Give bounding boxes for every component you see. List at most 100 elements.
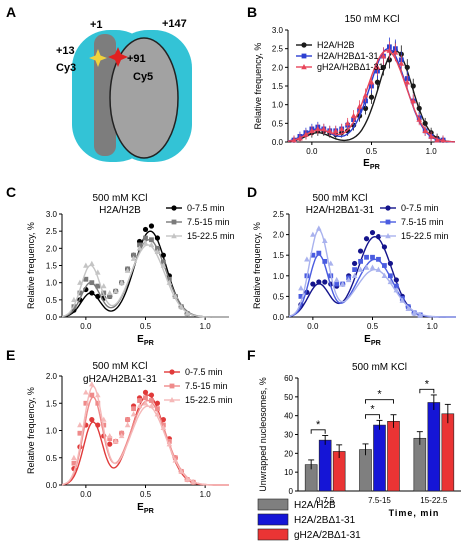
bar <box>441 413 455 492</box>
legend-marker <box>301 42 307 48</box>
y-tick-label: 0 <box>289 487 294 496</box>
nucleosome-schematic: +1 +147 +13 Cy3 +91 Cy5 <box>56 18 192 162</box>
x-tick-label: 7.5-15 <box>368 496 391 505</box>
x-tick-label: 1.0 <box>200 322 212 331</box>
data-point <box>95 422 101 428</box>
data-point <box>112 288 119 294</box>
data-point <box>142 240 149 246</box>
data-point <box>416 105 422 111</box>
y-tick-label: 3.0 <box>46 210 58 219</box>
data-point <box>166 441 173 447</box>
data-point <box>89 417 95 423</box>
x-tick-label: 0.5 <box>140 322 152 331</box>
y-tick-label: 50 <box>284 393 293 402</box>
x-tick-label: 1.0 <box>426 147 438 156</box>
data-point <box>374 79 381 85</box>
y-tick-label: 1.0 <box>273 272 285 281</box>
legend-marker <box>301 64 307 70</box>
data-point <box>136 402 143 409</box>
legend-marker <box>385 219 391 225</box>
data-point <box>405 305 412 311</box>
fit-curve <box>288 235 456 318</box>
bar <box>427 402 441 492</box>
data-point <box>94 269 101 275</box>
data-point <box>398 60 405 66</box>
legend-marker <box>171 205 177 211</box>
chart-title: 500 mM KCl <box>312 193 367 204</box>
data-point <box>357 266 364 272</box>
data-point <box>368 94 375 100</box>
data-point <box>369 229 376 236</box>
data-point <box>149 237 154 243</box>
y-tick-label: 30 <box>284 431 293 440</box>
data-point <box>393 277 399 283</box>
significance-bracket <box>310 429 326 434</box>
data-point <box>160 424 167 430</box>
data-point <box>297 135 303 141</box>
y-tick-label: 1.5 <box>46 262 58 271</box>
data-point <box>417 311 424 318</box>
panel-label-c: C <box>6 184 16 200</box>
data-point <box>136 245 143 251</box>
y-tick-label: 2.5 <box>272 45 284 54</box>
y-tick-label: 40 <box>284 412 293 421</box>
data-point <box>107 441 113 447</box>
significance-marker: * <box>425 378 430 390</box>
x-tick-label: 0.0 <box>306 147 318 156</box>
legend-entry: H2A/H2BΔ1-31 <box>317 51 379 61</box>
label-plus91: +91 <box>127 53 146 65</box>
data-point <box>166 279 173 285</box>
data-point <box>298 294 304 299</box>
x-tick-label: 0.0 <box>307 322 319 331</box>
data-point <box>380 64 387 70</box>
legend-entry: 15-22.5 min <box>401 231 449 241</box>
dna-gyre <box>109 37 179 159</box>
data-point <box>422 127 428 133</box>
data-point <box>303 131 309 137</box>
significance-marker: * <box>370 404 375 416</box>
y-tick-label: 20 <box>284 449 293 458</box>
data-point <box>143 235 148 241</box>
data-point <box>89 381 95 387</box>
data-point <box>344 120 351 126</box>
legend-swatch <box>257 498 289 511</box>
x-tick-label: 0.0 <box>80 490 92 499</box>
data-point <box>298 285 304 291</box>
fit-curve <box>288 228 456 318</box>
data-point <box>89 260 95 266</box>
fit-curve <box>61 396 229 486</box>
data-point <box>190 479 197 485</box>
chart-panel-b: 0.0 0.5 1.0 1.5 2.0 2.5 3.0 0.0 0.5 1.0 Relative f… <box>253 14 455 171</box>
significance-bracket <box>365 399 394 404</box>
x-axis-label: Time, min <box>389 508 440 518</box>
data-point <box>352 260 358 267</box>
data-point <box>125 417 131 422</box>
data-point <box>375 234 382 240</box>
x-axis-label: EPR <box>364 334 381 347</box>
data-point <box>118 279 125 285</box>
data-point <box>178 303 185 309</box>
data-point <box>352 267 358 273</box>
legend-entry: H2A/2BΔ1-31 <box>294 515 356 526</box>
y-tick-label: 1.0 <box>272 101 284 110</box>
legend-entry: H2A/H2B <box>294 500 336 511</box>
data-point <box>95 293 101 299</box>
data-point <box>434 137 440 143</box>
y-axis-label: Relative frequency, % <box>252 222 262 309</box>
data-point <box>393 287 400 293</box>
data-point <box>166 276 172 282</box>
data-point <box>118 432 125 439</box>
legend-marker <box>169 397 175 403</box>
data-point <box>89 290 95 296</box>
data-point <box>387 273 393 279</box>
x-tick-label: 1.0 <box>200 490 212 499</box>
data-point <box>440 137 446 143</box>
data-point <box>160 417 166 423</box>
legend-marker <box>169 383 175 389</box>
data-point <box>375 266 382 272</box>
data-point <box>321 237 328 243</box>
data-point <box>363 236 370 242</box>
chart-panel-e: 0.0 0.5 1.0 1.5 2.0 0.0 0.5 1.0 Relative frequen… <box>26 361 233 515</box>
data-point <box>351 272 358 278</box>
panel-label-a: A <box>6 4 16 20</box>
